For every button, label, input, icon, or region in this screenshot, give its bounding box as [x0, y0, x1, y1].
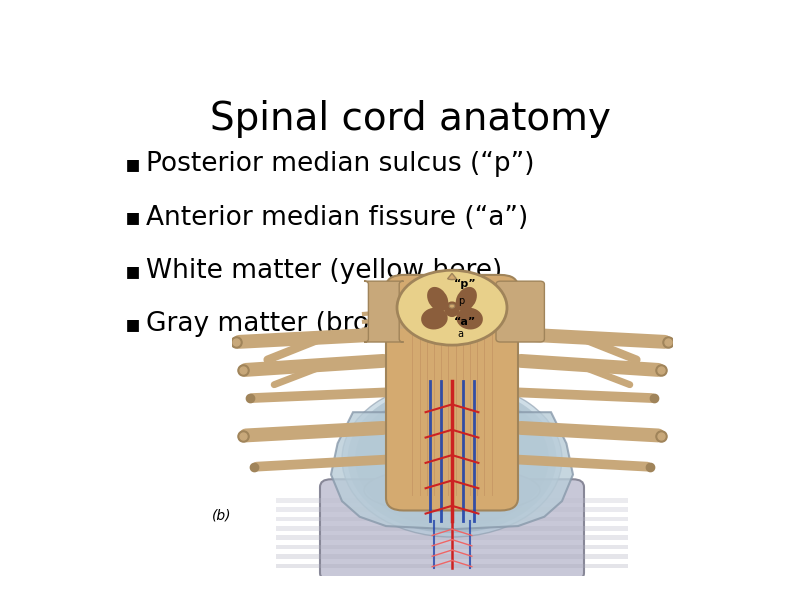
Polygon shape [331, 412, 573, 529]
Ellipse shape [402, 274, 502, 342]
Text: a: a [458, 329, 464, 339]
Text: p: p [458, 296, 464, 307]
FancyBboxPatch shape [496, 281, 544, 342]
Ellipse shape [364, 467, 540, 514]
Wedge shape [448, 274, 456, 280]
Bar [276, 526, 628, 531]
Text: ▪: ▪ [125, 206, 141, 230]
Text: ▪: ▪ [125, 312, 141, 336]
Text: (b): (b) [211, 508, 231, 523]
Text: White matter (yellow here): White matter (yellow here) [146, 257, 502, 284]
Text: Posterior median sulcus (“p”): Posterior median sulcus (“p”) [146, 151, 535, 178]
FancyBboxPatch shape [386, 275, 518, 511]
Text: ▪: ▪ [125, 259, 141, 283]
Text: “a”: “a” [454, 317, 476, 327]
Ellipse shape [421, 308, 448, 329]
FancyBboxPatch shape [428, 446, 476, 495]
Ellipse shape [450, 304, 454, 308]
Ellipse shape [397, 270, 507, 345]
Text: ▪: ▪ [125, 152, 141, 176]
FancyBboxPatch shape [320, 479, 584, 581]
Bar [276, 517, 628, 521]
Ellipse shape [355, 391, 549, 527]
Bar [276, 563, 628, 568]
Text: Gray matter (brown here): Gray matter (brown here) [146, 311, 486, 337]
Bar [276, 554, 628, 559]
Text: Anterior median fissure (“a”): Anterior median fissure (“a”) [146, 205, 529, 230]
Bar [276, 508, 628, 512]
FancyBboxPatch shape [364, 281, 404, 342]
Bar [276, 545, 628, 550]
Bar [276, 535, 628, 540]
Ellipse shape [456, 287, 477, 311]
Ellipse shape [427, 287, 448, 311]
Bar [276, 498, 628, 503]
Ellipse shape [342, 381, 562, 537]
Text: “p”: “p” [454, 279, 477, 289]
Ellipse shape [456, 308, 483, 329]
Ellipse shape [347, 385, 557, 533]
Ellipse shape [444, 301, 460, 317]
Text: Spinal cord anatomy: Spinal cord anatomy [210, 100, 610, 138]
